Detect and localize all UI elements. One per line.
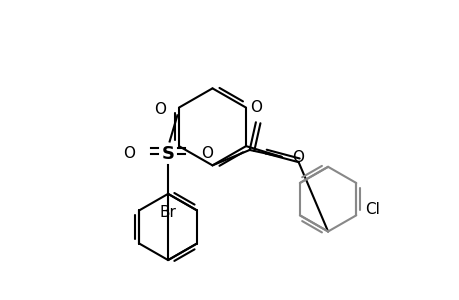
Text: O: O: [123, 146, 135, 161]
Text: O: O: [200, 146, 212, 161]
Text: O: O: [249, 100, 261, 115]
Text: O: O: [292, 150, 304, 165]
Text: Br: Br: [159, 205, 176, 220]
Text: O: O: [154, 102, 166, 117]
Text: S: S: [161, 145, 174, 163]
Text: Cl: Cl: [365, 202, 380, 217]
